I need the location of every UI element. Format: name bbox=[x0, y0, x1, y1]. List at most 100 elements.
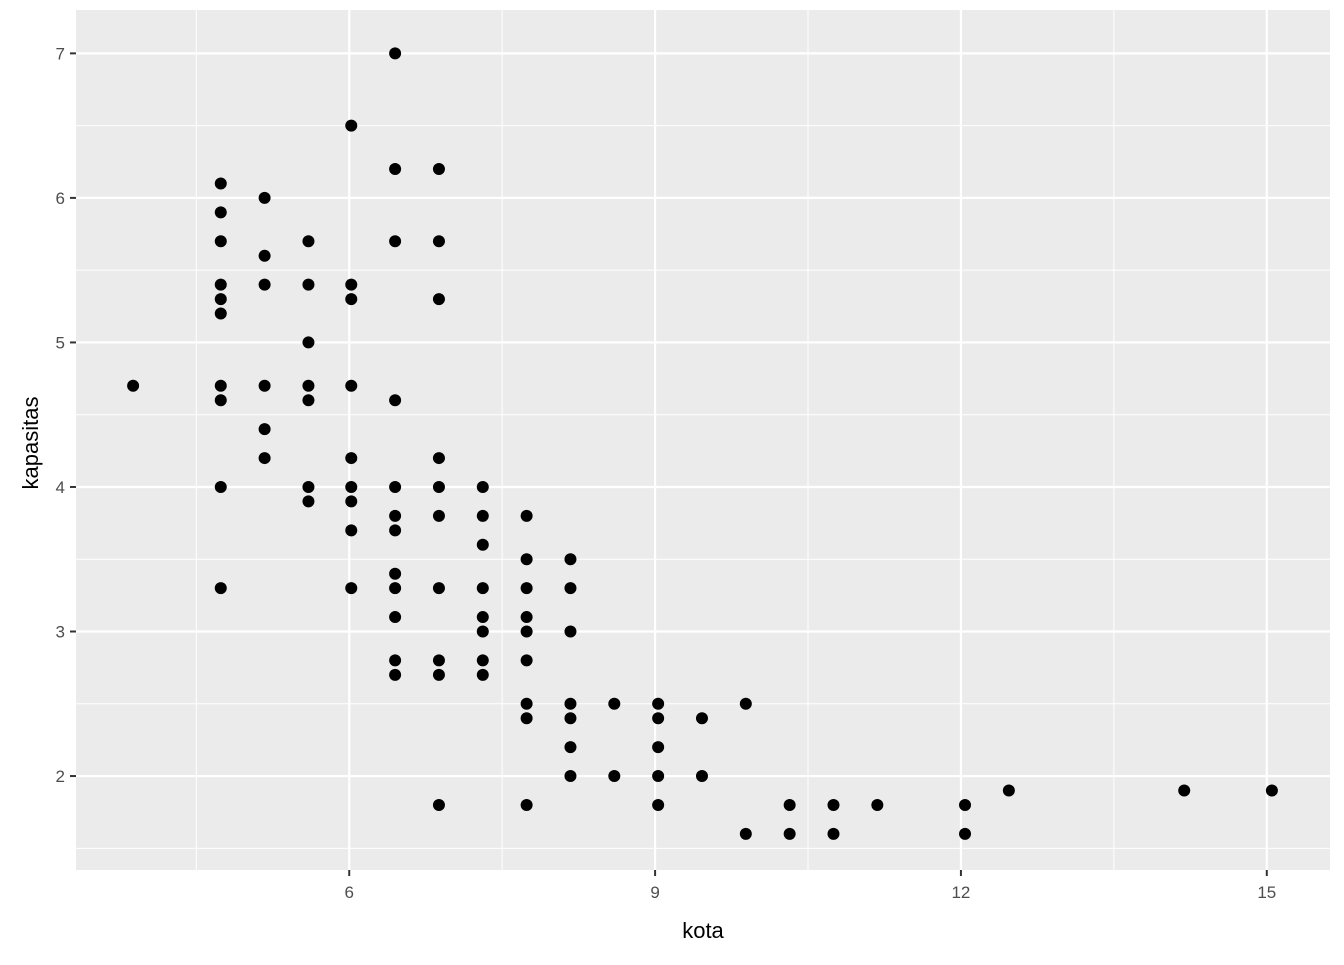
data-point bbox=[214, 480, 227, 493]
data-point bbox=[608, 697, 621, 710]
data-point bbox=[432, 452, 445, 465]
data-point bbox=[564, 770, 577, 783]
data-point bbox=[432, 509, 445, 522]
data-point bbox=[389, 509, 402, 522]
data-point bbox=[1178, 784, 1191, 797]
x-tick-label: 12 bbox=[951, 883, 970, 902]
data-point bbox=[476, 611, 489, 624]
data-point bbox=[520, 697, 533, 710]
data-point bbox=[871, 798, 884, 811]
data-point bbox=[520, 611, 533, 624]
data-point bbox=[564, 625, 577, 638]
data-point bbox=[432, 162, 445, 175]
data-point bbox=[564, 697, 577, 710]
data-point bbox=[783, 827, 796, 840]
data-point bbox=[302, 394, 315, 407]
data-point bbox=[345, 119, 358, 132]
data-point bbox=[214, 582, 227, 595]
data-point bbox=[695, 712, 708, 725]
data-point bbox=[827, 798, 840, 811]
data-point bbox=[345, 278, 358, 291]
data-point bbox=[432, 654, 445, 667]
data-point bbox=[652, 741, 665, 754]
data-point bbox=[302, 336, 315, 349]
data-point bbox=[695, 770, 708, 783]
data-point bbox=[345, 480, 358, 493]
x-tick-label: 15 bbox=[1257, 883, 1276, 902]
data-point bbox=[345, 452, 358, 465]
y-tick-label: 7 bbox=[56, 44, 65, 63]
gridlines bbox=[76, 10, 1330, 870]
y-tick-label: 3 bbox=[56, 623, 65, 642]
data-point bbox=[1002, 784, 1015, 797]
data-point bbox=[258, 249, 271, 262]
data-point bbox=[520, 625, 533, 638]
axes: 6 9 12 15 2 3 4 5 6 7 bbox=[56, 44, 1277, 902]
data-point bbox=[739, 697, 752, 710]
y-tick-label: 5 bbox=[56, 333, 65, 352]
data-point bbox=[302, 480, 315, 493]
data-point bbox=[432, 668, 445, 681]
data-point bbox=[564, 712, 577, 725]
data-point bbox=[564, 741, 577, 754]
y-tick-label: 2 bbox=[56, 767, 65, 786]
data-point bbox=[564, 553, 577, 566]
data-point bbox=[302, 495, 315, 508]
data-point bbox=[345, 495, 358, 508]
data-point bbox=[520, 582, 533, 595]
data-point bbox=[652, 798, 665, 811]
data-point bbox=[783, 798, 796, 811]
panel-background bbox=[76, 10, 1330, 870]
data-point bbox=[258, 379, 271, 392]
data-point bbox=[564, 582, 577, 595]
data-point bbox=[302, 278, 315, 291]
data-point bbox=[389, 235, 402, 248]
data-point bbox=[389, 162, 402, 175]
data-point bbox=[258, 191, 271, 204]
data-point bbox=[432, 480, 445, 493]
data-point bbox=[389, 654, 402, 667]
data-point bbox=[739, 827, 752, 840]
data-point bbox=[432, 235, 445, 248]
data-point bbox=[608, 770, 621, 783]
data-point bbox=[214, 394, 227, 407]
data-point bbox=[432, 798, 445, 811]
data-point bbox=[389, 611, 402, 624]
data-point bbox=[214, 379, 227, 392]
data-point bbox=[652, 712, 665, 725]
x-tick-label: 9 bbox=[650, 883, 659, 902]
y-axis-label: kapasitas bbox=[18, 397, 43, 490]
data-point bbox=[520, 509, 533, 522]
data-point bbox=[520, 798, 533, 811]
data-point bbox=[389, 567, 402, 580]
data-point bbox=[302, 379, 315, 392]
data-point bbox=[652, 697, 665, 710]
data-point bbox=[389, 47, 402, 60]
y-tick-label: 4 bbox=[56, 478, 65, 497]
data-point bbox=[520, 712, 533, 725]
data-point bbox=[520, 654, 533, 667]
data-point bbox=[476, 480, 489, 493]
data-point bbox=[520, 553, 533, 566]
data-point bbox=[432, 582, 445, 595]
x-axis-label: kota bbox=[682, 918, 724, 943]
data-point bbox=[214, 278, 227, 291]
data-point bbox=[389, 480, 402, 493]
data-point bbox=[959, 798, 972, 811]
data-point bbox=[389, 394, 402, 407]
data-point bbox=[214, 206, 227, 219]
y-tick-label: 6 bbox=[56, 189, 65, 208]
data-points bbox=[127, 47, 1278, 840]
data-point bbox=[389, 582, 402, 595]
data-point bbox=[214, 307, 227, 320]
x-tick-label: 6 bbox=[344, 883, 353, 902]
data-point bbox=[652, 770, 665, 783]
data-point bbox=[345, 524, 358, 537]
data-point bbox=[827, 827, 840, 840]
data-point bbox=[476, 538, 489, 551]
data-point bbox=[258, 423, 271, 436]
data-point bbox=[476, 509, 489, 522]
data-point bbox=[1265, 784, 1278, 797]
data-point bbox=[476, 654, 489, 667]
